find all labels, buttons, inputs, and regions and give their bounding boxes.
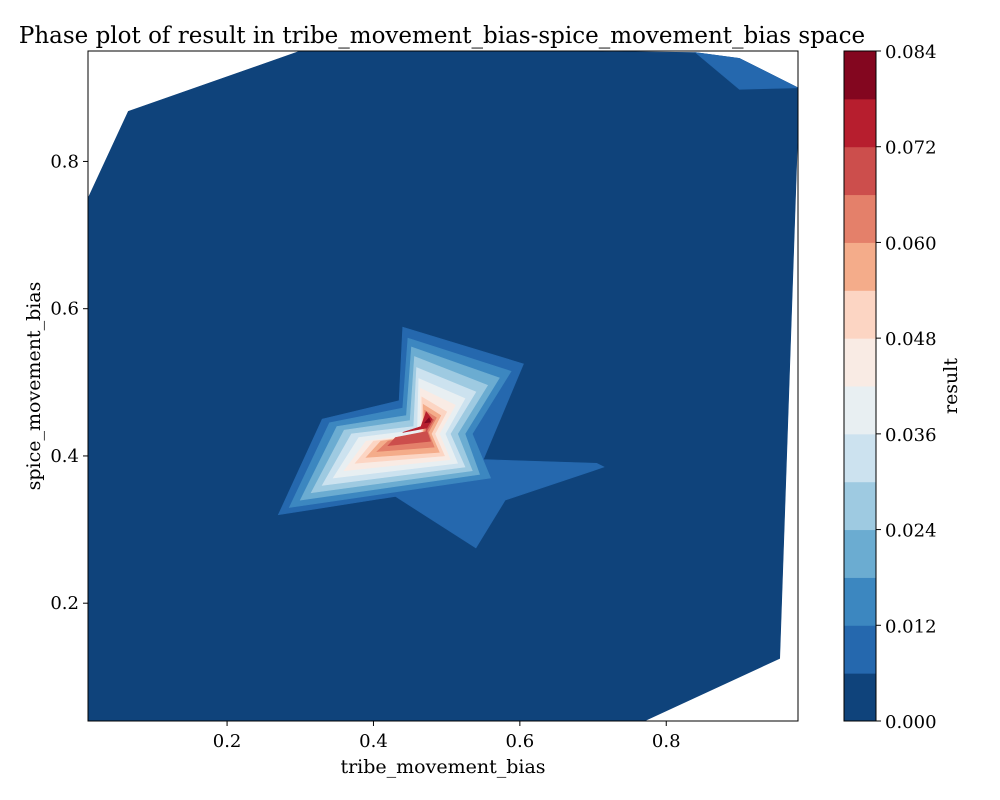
colorbar-band-13 <box>844 51 876 100</box>
colorbar-band-2 <box>844 577 876 626</box>
colorbar-ticks: 0.000 0.012 0.024 0.036 0.048 0.060 0.072 0.084 <box>876 42 937 733</box>
colorbar-tick-label: 0.024 <box>885 521 937 542</box>
colorbar-tick-label: 0.048 <box>885 329 937 350</box>
colorbar-frame <box>843 50 877 722</box>
colorbar-band-5 <box>844 433 876 483</box>
y-axis-label: spice_movement_bias <box>23 282 45 491</box>
x-tick-label: 0.8 <box>652 731 681 752</box>
y-tick-label: 0.4 <box>50 446 79 467</box>
contour-region-level-1-1 <box>694 52 798 90</box>
x-axis-label: tribe_movement_bias <box>340 756 545 778</box>
colorbar-label: result <box>940 358 962 414</box>
contour-region-level-12-13 <box>402 411 433 433</box>
colorbar-tick-label: 0.072 <box>885 138 937 159</box>
x-tick-label: 0.4 <box>359 731 388 752</box>
x-axis-ticks: 0.2 0.4 0.6 0.8 <box>213 721 681 752</box>
colorbar-tick-label: 0.036 <box>885 425 937 446</box>
colorbar-band-0 <box>844 673 876 722</box>
colorbar-band-9 <box>844 242 876 291</box>
colorbar: 0.000 0.012 0.024 0.036 0.048 0.060 0.072 0.084… <box>843 42 962 733</box>
colorbar-band-12 <box>844 98 876 148</box>
plot-area <box>87 50 799 722</box>
colorbar-tick-label: 0.012 <box>885 616 937 637</box>
x-tick-label: 0.6 <box>506 731 535 752</box>
colorbar-tick-label: 0.084 <box>885 42 937 63</box>
x-tick-label: 0.2 <box>213 731 242 752</box>
y-tick-label: 0.2 <box>50 593 79 614</box>
plot-frame <box>87 50 799 722</box>
colorbar-band-3 <box>844 529 876 578</box>
colorbar-band-6 <box>844 386 876 435</box>
colorbar-bands <box>844 51 876 722</box>
colorbar-tick-label: 0.000 <box>885 712 937 733</box>
colorbar-tick-label: 0.060 <box>885 233 937 254</box>
colorbar-band-8 <box>844 290 876 339</box>
y-tick-label: 0.6 <box>50 299 79 320</box>
chart-title: Phase plot of result in tribe_movement_b… <box>19 23 865 49</box>
y-tick-label: 0.8 <box>50 151 79 172</box>
colorbar-band-1 <box>844 625 876 674</box>
colorbar-band-10 <box>844 194 876 243</box>
contour-regions <box>88 51 798 721</box>
contour-region-level-13-14 <box>423 417 432 424</box>
colorbar-band-11 <box>844 146 876 196</box>
colorbar-band-7 <box>844 338 876 387</box>
y-axis-ticks: 0.2 0.4 0.6 0.8 <box>50 151 88 614</box>
colorbar-band-4 <box>844 481 876 531</box>
